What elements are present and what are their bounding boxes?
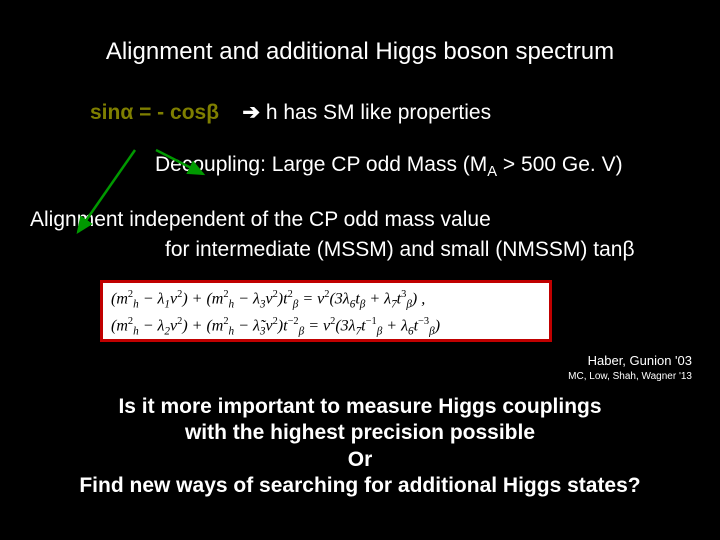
references: Haber, Gunion '03 MC, Low, Shah, Wagner …	[568, 352, 692, 384]
alignment-condition: sinα = - cosβ	[90, 101, 219, 124]
decoupling-line: Decoupling: Large CP odd Mass (MA > 500 …	[155, 153, 700, 180]
decoupling-text-b: > 500 Ge. V)	[497, 153, 623, 176]
spacer	[225, 101, 237, 124]
question-line-3: Or	[32, 447, 688, 473]
alignment-line-a: Alignment independent of the CP odd mass…	[30, 208, 700, 232]
decoupling-text-a: Decoupling: Large CP odd Mass (M	[155, 153, 487, 176]
implies-arrow-icon: ➔	[242, 101, 260, 124]
equation-box: (m2h − λ1v2) + (m2h − λ3v2)t2β = v2(3λ6t…	[100, 280, 552, 342]
decoupling-subscript: A	[487, 164, 497, 180]
slide-root: Alignment and additional Higgs boson spe…	[0, 0, 720, 540]
question-block: Is it more important to measure Higgs co…	[20, 394, 700, 499]
alignment-line-b: for intermediate (MSSM) and small (NMSSM…	[165, 238, 700, 262]
equation-row-1: (m2h − λ1v2) + (m2h − λ3v2)t2β = v2(3λ6t…	[111, 287, 541, 313]
slide-title: Alignment and additional Higgs boson spe…	[20, 38, 700, 66]
question-line-4: Find new ways of searching for additiona…	[32, 473, 688, 499]
condition-line: sinα = - cosβ ➔ h has SM like properties	[90, 100, 700, 125]
question-line-1: Is it more important to measure Higgs co…	[32, 394, 688, 420]
equation-row-2: (m2h − λ2v2) + (m2h − λ̃3v2)t−2β = v2(3λ…	[111, 314, 541, 340]
reference-1: Haber, Gunion '03	[568, 352, 692, 370]
reference-2: MC, Low, Shah, Wagner '13	[568, 370, 692, 384]
question-line-2: with the highest precision possible	[32, 420, 688, 446]
condition-result: h has SM like properties	[266, 101, 491, 124]
